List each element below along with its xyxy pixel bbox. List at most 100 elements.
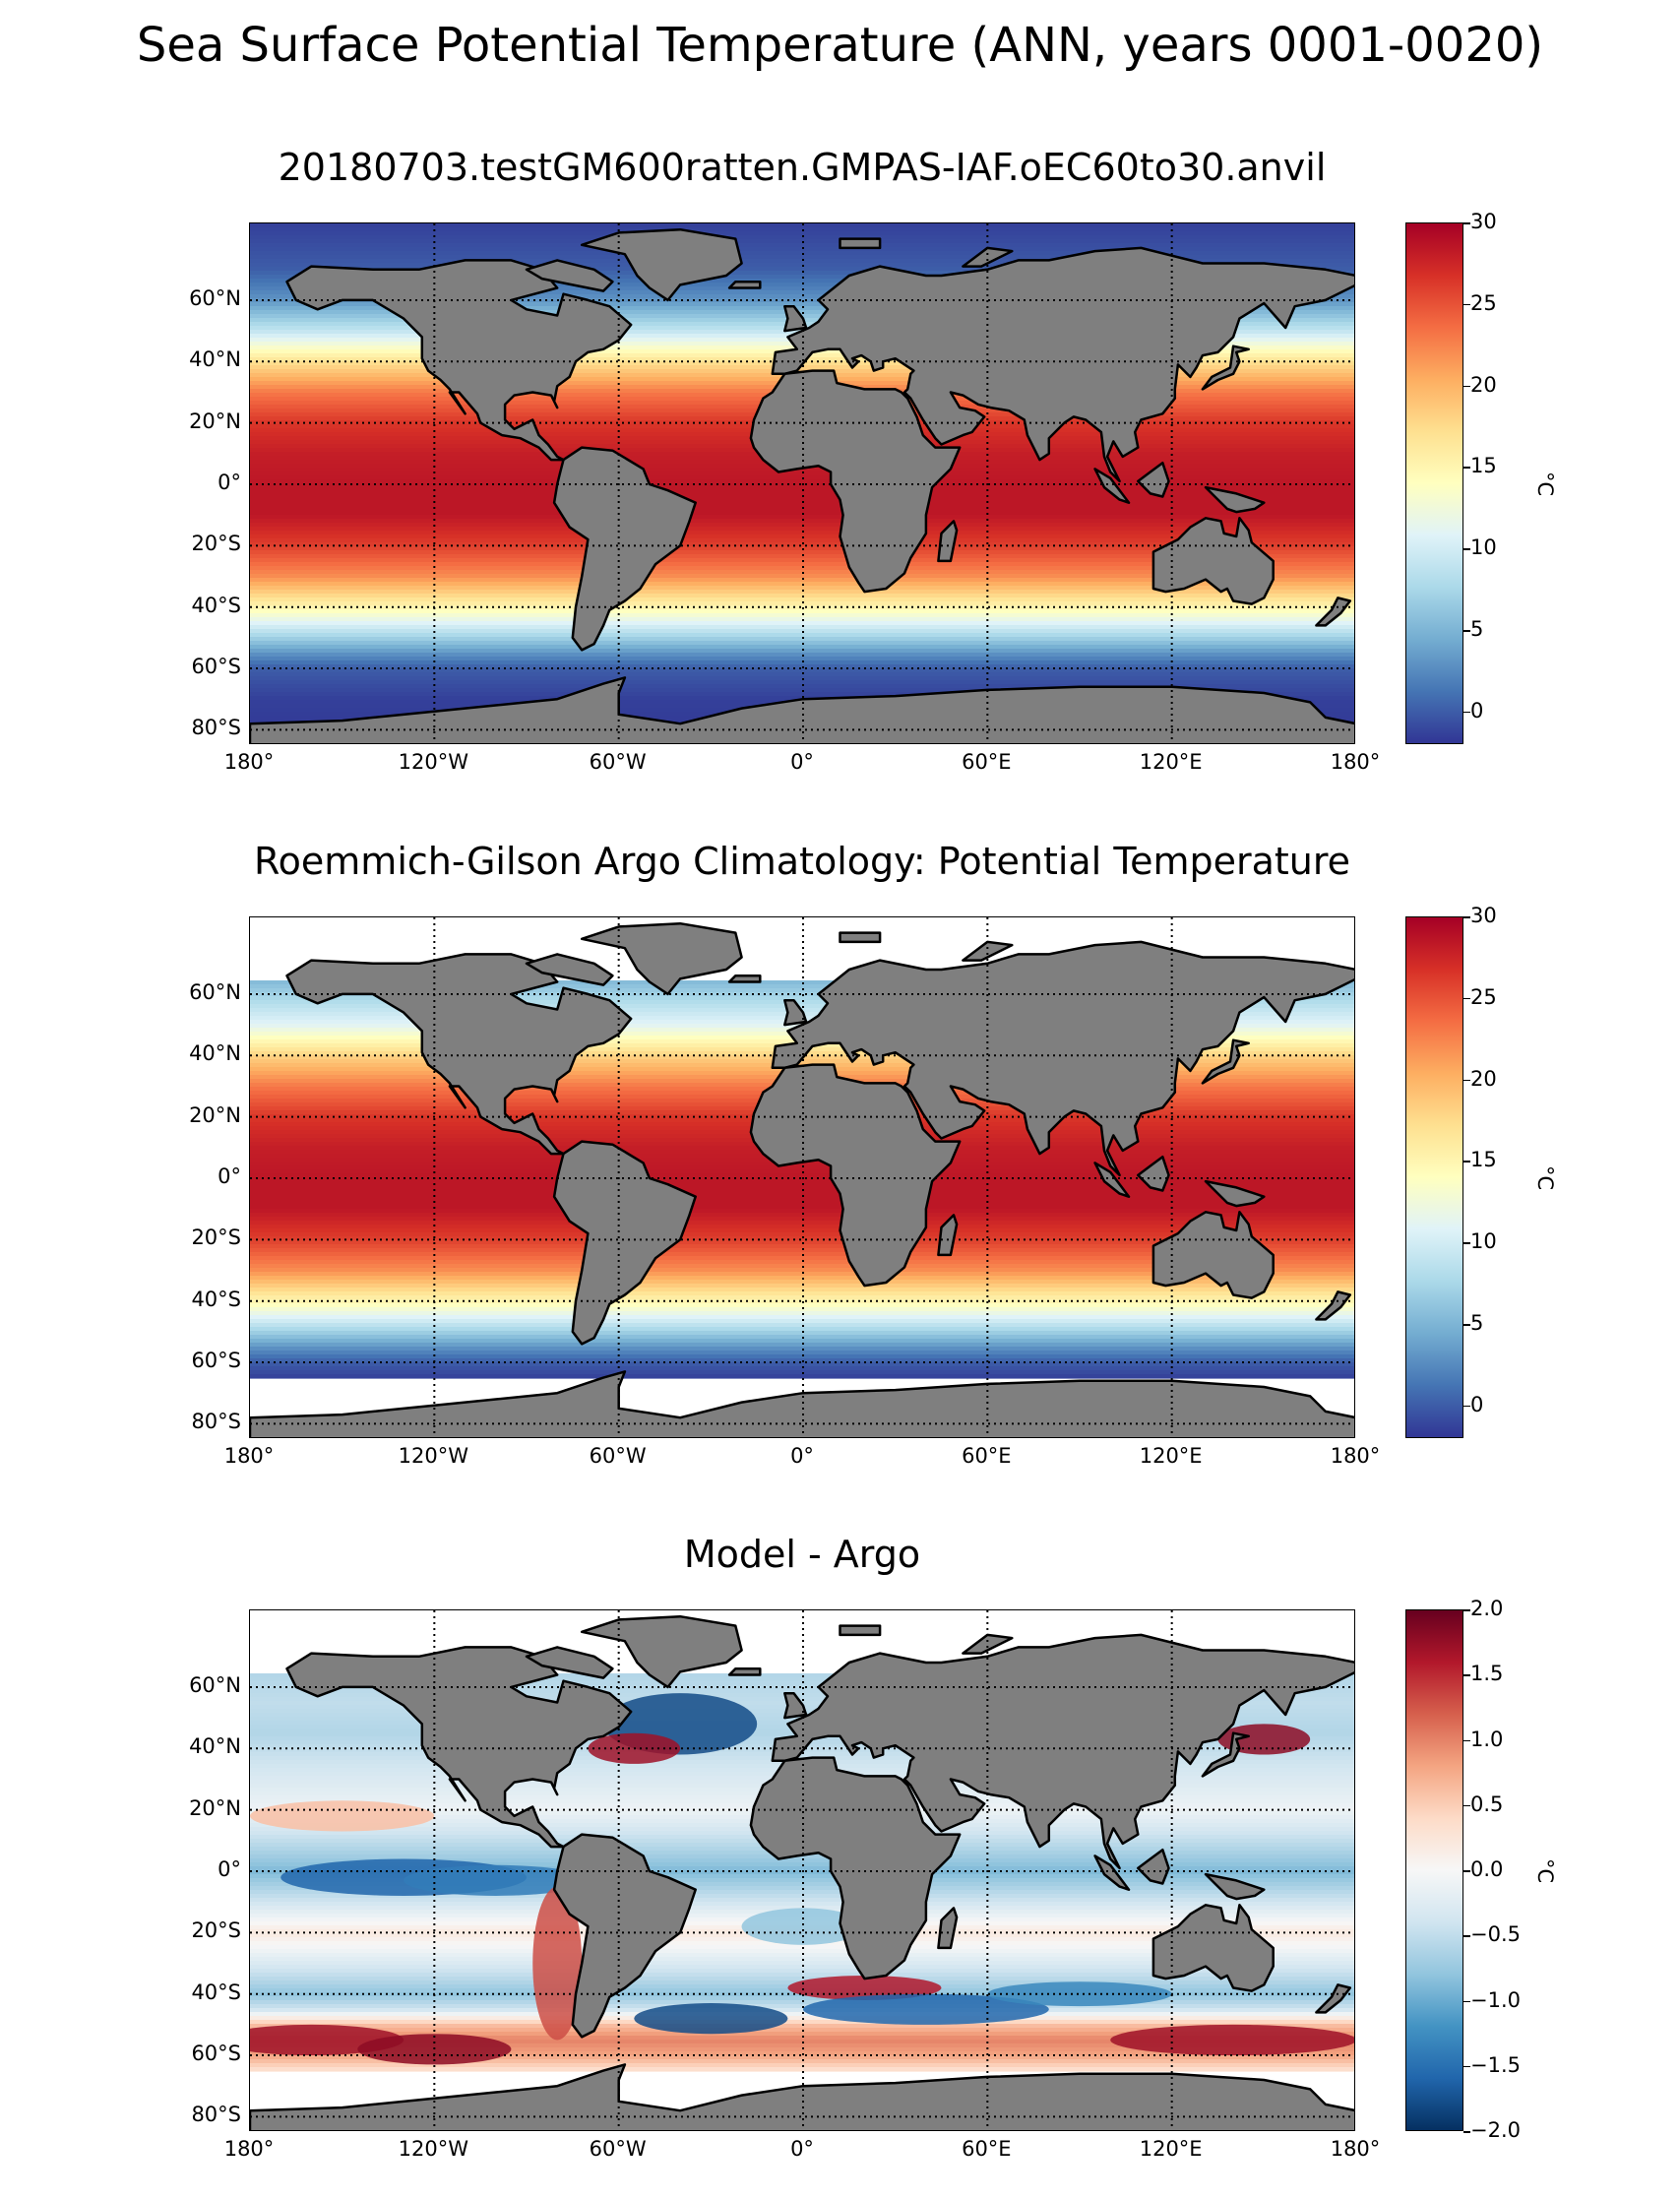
colorbar-tick-mark: [1463, 630, 1470, 632]
land-new-guinea: [1204, 485, 1266, 514]
colorbar-tick-label: 15: [1470, 1148, 1497, 1172]
field-band: [250, 2008, 1354, 2013]
colorbar-tick-label: 15: [1470, 454, 1497, 478]
colorbar-tick-label: −1.5: [1470, 2052, 1521, 2077]
land-new-guinea: [1204, 1179, 1266, 1208]
colorbar-tick-mark: [1463, 467, 1470, 469]
y-tick-label: 20°S: [191, 1226, 241, 1250]
x-tick-label: 0°: [790, 1444, 814, 1468]
field-band: [250, 231, 1354, 236]
land-antarctica: [250, 2063, 1354, 2130]
y-tick-label: 40°N: [189, 1041, 241, 1066]
field-band: [250, 645, 1354, 650]
x-tick-label: 180°: [1330, 750, 1381, 774]
colorbar-tick-mark: [1463, 1609, 1470, 1611]
field-band: [250, 1059, 1354, 1064]
colorbar-unit-label: °C: [1533, 471, 1557, 497]
field-band: [250, 1366, 1354, 1371]
field-band: [250, 1374, 1354, 1379]
field-band: [250, 507, 1354, 512]
land-baffin: [525, 953, 614, 986]
y-tick-label: 20°N: [189, 409, 241, 433]
land-iceland: [727, 974, 762, 983]
field-band: [250, 1977, 1354, 1981]
colorbar-tick-mark: [1463, 1324, 1470, 1326]
colorbar-tick-mark: [1463, 997, 1470, 1000]
land-greenland: [580, 227, 743, 302]
land-iceland: [727, 280, 762, 289]
map-panel-1: [249, 222, 1355, 744]
field-band: [250, 625, 1354, 630]
colorbar-tick-label: 10: [1470, 1229, 1497, 1254]
field-band: [250, 1339, 1354, 1344]
anomaly-patch: [532, 1886, 583, 2041]
colorbar-tick-mark: [1463, 2131, 1470, 2133]
y-tick-label: 60°N: [189, 979, 241, 1004]
field-band: [250, 2024, 1354, 2029]
colorbar-tick-mark: [1463, 1405, 1470, 1408]
field-band: [250, 609, 1354, 614]
field-band: [250, 1225, 1354, 1229]
x-tick-label: 0°: [790, 2137, 814, 2161]
field-band: [250, 2047, 1354, 2052]
field-band: [250, 1244, 1354, 1249]
x-tick-label: 60°W: [589, 1444, 647, 1468]
colorbar-tick-mark: [1463, 1242, 1470, 1244]
x-tick-label: 60°E: [962, 750, 1012, 774]
field-band: [250, 586, 1354, 591]
land-new-zealand: [1315, 597, 1352, 627]
colorbar-tick-label: 1.0: [1470, 1727, 1504, 1751]
land-new-zealand: [1315, 1290, 1352, 1321]
colorbar-tick-label: 30: [1470, 210, 1497, 233]
land-eurasia-africa: [771, 1633, 1354, 1870]
x-tick-label: 0°: [790, 750, 814, 774]
field-band: [250, 1284, 1354, 1289]
field-band: [250, 2032, 1354, 2037]
field-band: [250, 743, 1355, 744]
colorbar-1: [1405, 222, 1463, 744]
colorbar-tick-mark: [1463, 1079, 1470, 1082]
field-band: [250, 2020, 1354, 2025]
land-north-america: [285, 953, 633, 1156]
y-tick-label: 80°S: [191, 716, 241, 740]
field-band: [250, 1327, 1354, 1332]
y-tick-label: 0°: [218, 471, 241, 494]
field-band: [250, 562, 1354, 567]
colorbar-tick-label: 0.0: [1470, 1857, 1504, 1881]
colorbar-tick-label: 0: [1470, 1392, 1484, 1416]
field-band: [250, 491, 1354, 496]
y-tick-label: 20°N: [189, 1102, 241, 1127]
field-band: [250, 1213, 1354, 1218]
anomaly-patch: [741, 1908, 865, 1945]
land-iceland: [727, 1666, 762, 1676]
colorbar-tick-mark: [1463, 222, 1470, 224]
field-band: [250, 1307, 1354, 1312]
field-band: [250, 243, 1354, 248]
x-tick-label: 60°W: [589, 2137, 647, 2161]
field-band: [250, 578, 1354, 583]
field-band: [250, 306, 1354, 311]
field-band: [250, 1280, 1354, 1285]
land-south-america: [552, 446, 697, 652]
field-band: [250, 531, 1354, 535]
field-band: [250, 542, 1354, 547]
land-borneo: [1137, 1155, 1170, 1192]
field-band: [250, 1177, 1354, 1182]
colorbar-unit-label: °C: [1533, 1858, 1557, 1884]
y-tick-label: 60°S: [191, 1349, 241, 1373]
colorbar-tick-label: −1.0: [1470, 1987, 1521, 2012]
field-band: [250, 223, 1354, 228]
colorbar-tick-mark: [1463, 303, 1470, 306]
land-south-america: [552, 1140, 697, 1346]
field-band: [250, 1197, 1354, 1202]
anomaly-patch: [634, 2003, 788, 2035]
field-band: [250, 684, 1354, 689]
y-tick-label: 40°S: [191, 1980, 241, 2004]
field-band: [250, 271, 1354, 276]
field-band: [250, 680, 1354, 685]
field-band: [250, 1973, 1354, 1978]
field-band: [250, 996, 1354, 1001]
field-band: [250, 574, 1354, 579]
field-band: [250, 1878, 1354, 1883]
colorbar-tick-mark: [1463, 1674, 1470, 1676]
